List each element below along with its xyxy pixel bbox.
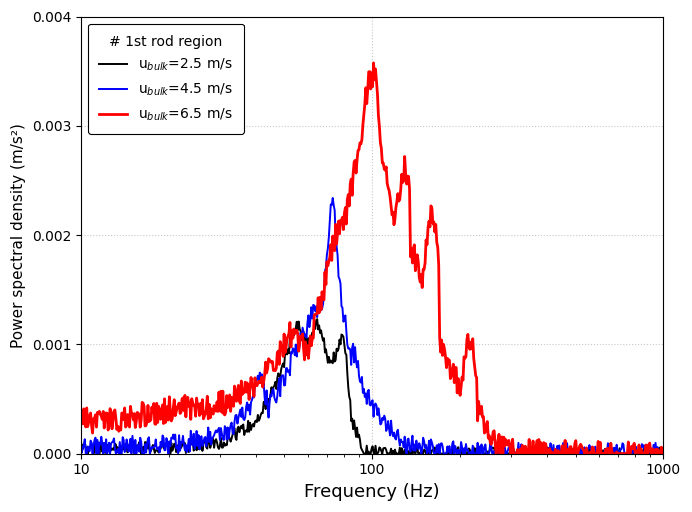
u$_{bulk}$=2.5 m/s bbox=[226, 439, 235, 445]
u$_{bulk}$=6.5 m/s bbox=[77, 413, 85, 419]
u$_{bulk}$=4.5 m/s bbox=[468, 451, 476, 457]
u$_{bulk}$=6.5 m/s bbox=[340, 210, 349, 216]
u$_{bulk}$=4.5 m/s bbox=[659, 446, 668, 453]
u$_{bulk}$=6.5 m/s bbox=[517, 451, 525, 457]
u$_{bulk}$=2.5 m/s bbox=[77, 451, 85, 457]
Line: u$_{bulk}$=6.5 m/s: u$_{bulk}$=6.5 m/s bbox=[81, 63, 664, 454]
u$_{bulk}$=4.5 m/s bbox=[228, 419, 236, 425]
u$_{bulk}$=2.5 m/s bbox=[341, 350, 349, 356]
Line: u$_{bulk}$=2.5 m/s: u$_{bulk}$=2.5 m/s bbox=[81, 319, 664, 454]
Y-axis label: Power spectral density (m/s²): Power spectral density (m/s²) bbox=[11, 123, 26, 348]
u$_{bulk}$=6.5 m/s bbox=[421, 260, 429, 266]
u$_{bulk}$=6.5 m/s bbox=[180, 408, 188, 414]
u$_{bulk}$=6.5 m/s bbox=[226, 408, 235, 414]
Legend: u$_{bulk}$=2.5 m/s, u$_{bulk}$=4.5 m/s, u$_{bulk}$=6.5 m/s: u$_{bulk}$=2.5 m/s, u$_{bulk}$=4.5 m/s, … bbox=[88, 24, 244, 134]
u$_{bulk}$=4.5 m/s bbox=[422, 442, 430, 448]
Line: u$_{bulk}$=4.5 m/s: u$_{bulk}$=4.5 m/s bbox=[81, 198, 664, 454]
u$_{bulk}$=6.5 m/s bbox=[370, 60, 378, 66]
u$_{bulk}$=2.5 m/s bbox=[659, 451, 668, 457]
u$_{bulk}$=2.5 m/s bbox=[466, 451, 475, 457]
u$_{bulk}$=6.5 m/s bbox=[659, 451, 668, 457]
u$_{bulk}$=4.5 m/s bbox=[181, 447, 189, 453]
u$_{bulk}$=4.5 m/s bbox=[82, 451, 90, 457]
u$_{bulk}$=2.5 m/s bbox=[421, 447, 429, 454]
u$_{bulk}$=6.5 m/s bbox=[492, 451, 500, 457]
u$_{bulk}$=4.5 m/s bbox=[77, 437, 85, 443]
u$_{bulk}$=2.5 m/s bbox=[313, 316, 321, 322]
u$_{bulk}$=4.5 m/s bbox=[342, 328, 350, 334]
u$_{bulk}$=4.5 m/s bbox=[517, 441, 525, 447]
X-axis label: Frequency (Hz): Frequency (Hz) bbox=[304, 483, 440, 501]
u$_{bulk}$=2.5 m/s bbox=[180, 439, 188, 445]
u$_{bulk}$=2.5 m/s bbox=[516, 451, 525, 457]
u$_{bulk}$=4.5 m/s bbox=[329, 195, 337, 201]
u$_{bulk}$=6.5 m/s bbox=[466, 339, 475, 345]
